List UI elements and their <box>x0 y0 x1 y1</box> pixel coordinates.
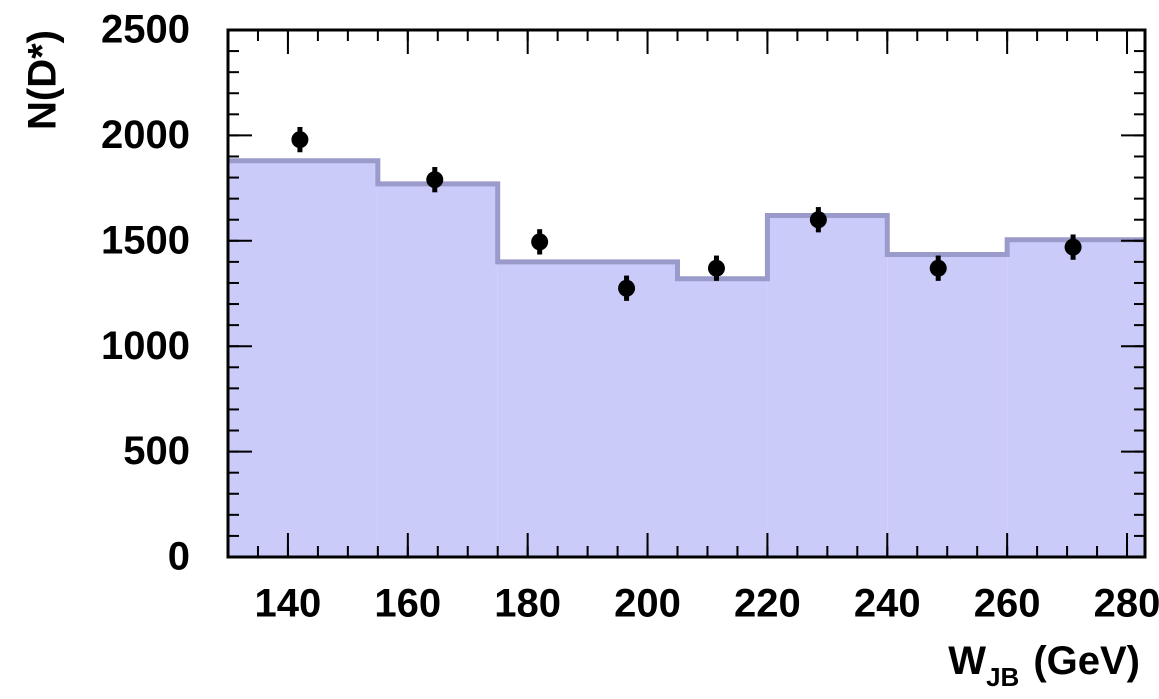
x-tick-label: 240 <box>854 582 921 626</box>
y-axis-label: N(D*) <box>21 30 65 130</box>
x-tick-label: 280 <box>1094 582 1159 626</box>
data-point <box>707 259 725 277</box>
data-point <box>1064 238 1082 256</box>
bar <box>1007 239 1145 557</box>
bar <box>228 160 378 558</box>
x-tick-label: 180 <box>494 582 561 626</box>
bar-outline <box>228 158 1145 282</box>
data-point <box>291 131 309 149</box>
data-point <box>531 233 549 251</box>
data-point <box>929 259 947 277</box>
x-label-unit: (GeV) <box>1033 639 1140 683</box>
plot-frame <box>226 28 1147 559</box>
y-tick-label: 500 <box>123 429 190 473</box>
x-tick-label: 220 <box>734 582 801 626</box>
x-label-sub: JB <box>986 662 1019 692</box>
x-tick-label: 140 <box>255 582 322 626</box>
y-tick-label: 2000 <box>101 113 190 157</box>
y-tick-label: 0 <box>168 535 190 579</box>
x-tick-label: 200 <box>614 582 681 626</box>
x-tick-label: 160 <box>374 582 441 626</box>
x-axis-label: WJB (GeV) <box>948 639 1140 692</box>
bar <box>887 254 1008 557</box>
bar <box>497 261 678 557</box>
data-point <box>426 171 444 189</box>
x-tick-label: 260 <box>974 582 1041 626</box>
y-tick-label: 1000 <box>101 324 190 368</box>
y-tick-label: 2500 <box>101 8 190 52</box>
data-point <box>809 211 827 229</box>
data-point <box>618 279 636 297</box>
bar <box>677 278 768 557</box>
bar <box>767 215 888 557</box>
x-label-main: W <box>948 639 986 683</box>
bar <box>377 183 498 557</box>
y-tick-label: 1500 <box>101 218 190 262</box>
